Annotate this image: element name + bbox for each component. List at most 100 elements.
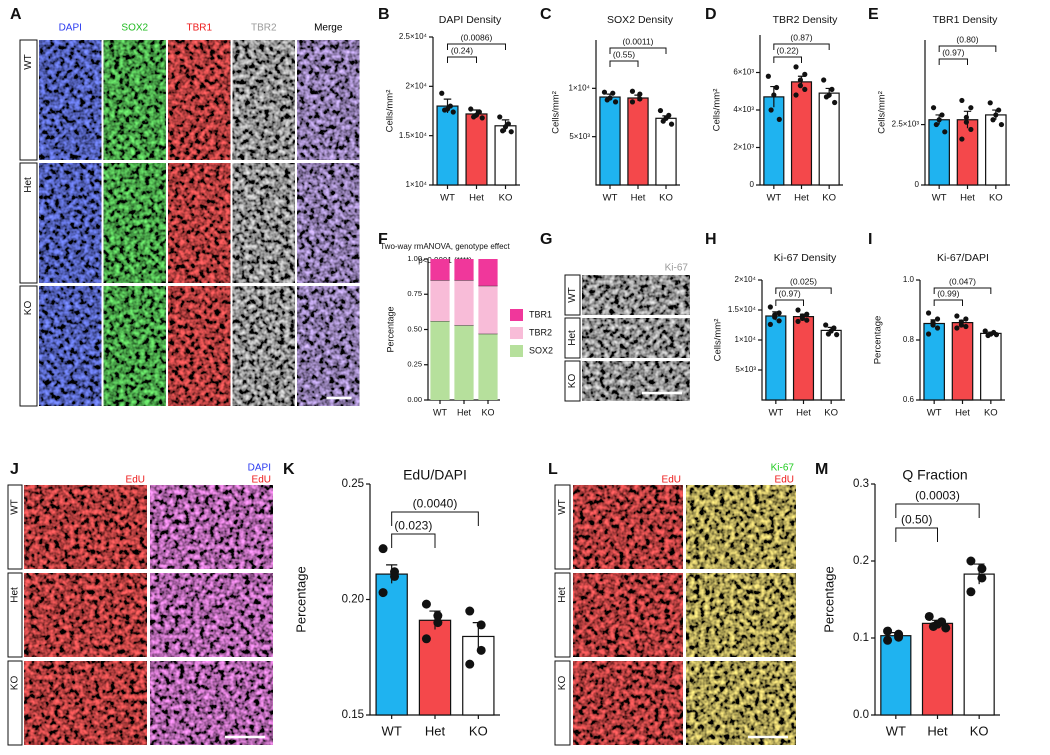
y-tick-label: 0.6: [903, 395, 915, 404]
data-point: [925, 310, 932, 316]
p-value: (0.047): [949, 277, 976, 287]
p-value: (0.023): [394, 518, 432, 532]
y-tick-label: 5×10³: [735, 365, 756, 374]
significance-bracket: [447, 43, 506, 50]
micrograph-signal: [582, 318, 690, 358]
y-axis-label: Percentage: [873, 316, 884, 365]
micrograph-signal: [686, 573, 796, 657]
micrograph-signal: [24, 573, 147, 657]
row-label: Het: [567, 330, 578, 346]
panel-letter: D: [705, 6, 717, 23]
panel-letter: G: [540, 231, 552, 248]
panel-letter: E: [868, 6, 879, 23]
x-tick-label: KO: [469, 723, 488, 738]
axis-line: [432, 37, 520, 186]
micrograph-signal: [39, 163, 102, 283]
micrograph-signal: [39, 286, 102, 406]
significance-bracket: [933, 299, 963, 306]
data-point: [601, 89, 608, 95]
p-value: (0.0040): [413, 496, 458, 510]
data-point: [954, 313, 960, 319]
y-axis-label: Cells/mm²: [877, 91, 888, 134]
data-point: [439, 90, 445, 96]
p-value: (0.24): [451, 46, 473, 56]
significance-bracket: [938, 58, 968, 65]
data-point: [479, 115, 485, 121]
data-point: [825, 331, 832, 337]
data-point: [925, 331, 932, 337]
panel-letter: L: [548, 461, 558, 478]
row-label: KO: [557, 676, 568, 691]
micrograph-signal: [297, 163, 360, 283]
micrograph-signal: [168, 40, 231, 160]
bar: [655, 117, 677, 186]
x-tick-label: WT: [382, 723, 402, 738]
data-point: [793, 92, 799, 98]
data-point: [985, 332, 991, 339]
micrograph-signal: [232, 163, 295, 283]
chart-title: TBR2 Density: [773, 14, 839, 26]
x-tick-label: Het: [631, 193, 646, 204]
row-label-box: [554, 572, 571, 658]
p-value: (0.80): [956, 35, 978, 45]
significance-bracket: [938, 45, 997, 52]
bar: [494, 125, 517, 186]
micrograph-signal: [150, 573, 273, 657]
data-point: [660, 118, 666, 124]
y-tick-label: 0.25: [407, 360, 422, 369]
bar: [436, 105, 459, 186]
data-point: [936, 117, 942, 123]
data-point: [977, 573, 987, 583]
row-label-box: [19, 285, 38, 407]
micrograph-signal: [103, 40, 166, 160]
y-tick-label: 4×10³: [733, 105, 754, 114]
data-point: [832, 99, 838, 106]
axis-line: [924, 40, 1010, 186]
significance-bracket: [447, 56, 477, 63]
panel-letter: H: [705, 231, 717, 248]
p-value: (0.99): [937, 289, 959, 299]
micrograph-signal: [103, 286, 166, 406]
bar: [418, 619, 452, 716]
channel-label: Ki-67: [665, 263, 689, 274]
data-point: [996, 107, 1002, 113]
data-point: [476, 620, 486, 630]
p-value: (0.0086): [461, 33, 493, 43]
p-value: (0.0011): [622, 37, 653, 47]
row-label-box: [554, 484, 571, 570]
row-label-box: [7, 572, 23, 658]
y-tick-label: 2×10⁴: [406, 81, 428, 90]
significance-bracket: [895, 527, 938, 542]
bar: [980, 332, 1002, 401]
channel-label: EdU: [775, 475, 794, 486]
stacked-segment: [430, 259, 450, 281]
data-point: [421, 634, 431, 644]
y-tick-label: 0.2: [853, 555, 869, 567]
micrograph-signal: [573, 661, 683, 745]
micrograph-signal: [150, 661, 273, 745]
row-label: KO: [567, 374, 578, 389]
channel-label: SOX2: [121, 23, 148, 34]
data-point: [433, 611, 443, 621]
data-point: [821, 77, 827, 83]
data-point: [982, 328, 988, 334]
data-point: [468, 106, 474, 112]
x-tick-label: KO: [824, 408, 838, 419]
panel-letter: C: [540, 6, 552, 23]
bar: [818, 92, 840, 186]
data-point: [767, 304, 773, 310]
data-point: [668, 121, 675, 127]
p-value: (0.025): [790, 277, 817, 287]
y-axis-label: Cells/mm²: [712, 89, 723, 132]
y-tick-label: 0.75: [407, 289, 422, 298]
y-tick-label: 2×10³: [733, 143, 754, 152]
data-point: [773, 84, 780, 91]
y-tick-label: 2×10⁴: [735, 275, 757, 284]
bar: [465, 113, 488, 186]
y-tick-label: 1×10⁴: [569, 83, 591, 92]
data-point: [378, 544, 388, 554]
bar: [765, 315, 787, 401]
data-point: [934, 325, 941, 331]
data-point: [977, 564, 987, 574]
